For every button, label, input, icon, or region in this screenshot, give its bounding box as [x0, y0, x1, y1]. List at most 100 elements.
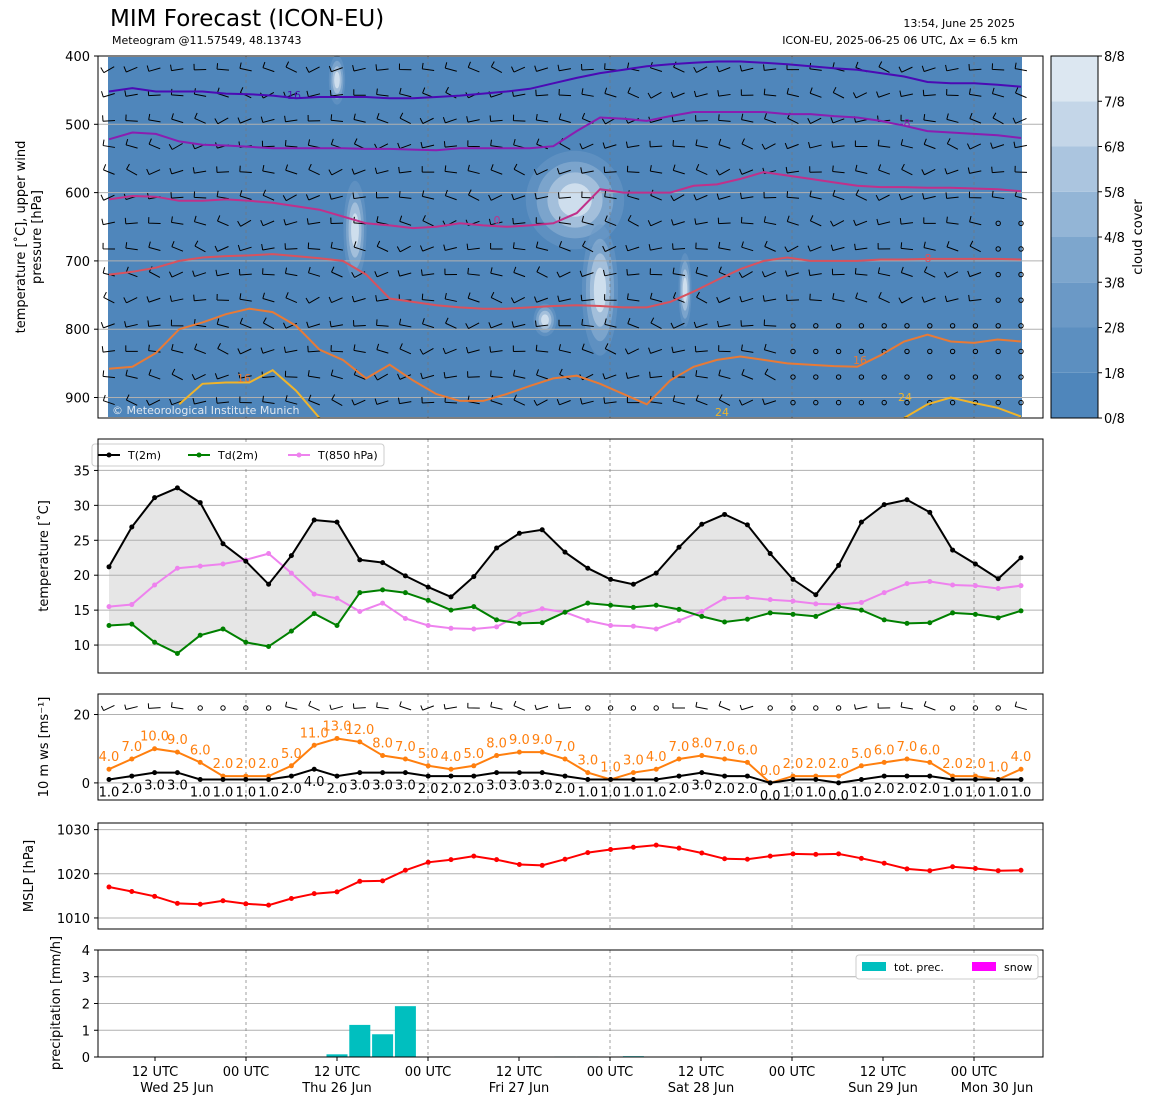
wind-barb	[878, 291, 890, 304]
wind-barb	[444, 62, 457, 72]
wind-barb	[580, 294, 594, 302]
wind-barb	[786, 215, 799, 226]
data-point	[972, 561, 978, 567]
wind-barb	[968, 64, 982, 71]
data-point	[790, 851, 796, 857]
data-point	[972, 611, 978, 617]
wind-barb	[170, 192, 184, 199]
data-point	[334, 735, 340, 741]
wind-barb	[533, 168, 548, 176]
data-point	[425, 859, 431, 865]
data-point	[813, 592, 819, 598]
data-point	[585, 618, 591, 624]
wind-barb	[670, 91, 685, 98]
data-point	[585, 850, 591, 856]
wind-barb	[215, 269, 229, 277]
wind-barb	[146, 399, 161, 406]
wind-barb	[374, 271, 389, 278]
data-point	[813, 601, 819, 607]
wind-barb	[739, 296, 754, 303]
y-tick-label: 4	[82, 944, 90, 959]
wind-barb	[763, 64, 777, 71]
wind-barb	[604, 215, 617, 227]
wind-barb	[308, 394, 320, 406]
wind-barb	[283, 346, 298, 354]
data-label: 1.0	[577, 785, 598, 800]
wind-barb	[376, 88, 389, 97]
data-label: 1.0	[1011, 785, 1032, 800]
data-point	[516, 620, 522, 626]
wind-barb	[627, 87, 640, 99]
wind-barb	[285, 61, 298, 73]
wind-barb	[374, 398, 389, 405]
data-point	[197, 901, 203, 907]
wind-barb	[581, 88, 594, 97]
isotherm-label: 16	[237, 372, 251, 385]
wind-barb	[761, 271, 776, 278]
data-point	[539, 606, 545, 612]
wind-barb	[353, 241, 366, 252]
data-point	[699, 609, 705, 615]
y-tick-label: 15	[73, 604, 90, 619]
x-tick-label: 00 UTC	[769, 1065, 815, 1080]
data-point	[927, 759, 933, 765]
calm-circle	[995, 399, 1001, 406]
wind-barb	[648, 347, 663, 354]
isotherm-label: 8	[925, 252, 932, 265]
wind-barb	[900, 242, 914, 251]
wind-barb	[786, 294, 800, 301]
colorbar-tick-label: 8/8	[1104, 50, 1125, 65]
wind-barb	[376, 343, 389, 354]
data-point	[471, 763, 477, 769]
wind-barb	[877, 703, 891, 709]
calm-circle	[904, 399, 910, 406]
data-point	[744, 773, 750, 779]
y-tick-label: 0	[82, 777, 90, 792]
calm-circle	[949, 705, 956, 711]
wind-barb	[490, 164, 503, 175]
calm-circle	[927, 374, 933, 380]
data-label: 3.0	[691, 779, 712, 794]
wind-barb	[649, 268, 663, 276]
data-point	[767, 551, 773, 557]
wind-barb	[534, 65, 549, 72]
data-label: 3.0	[486, 779, 507, 794]
data-point	[904, 773, 910, 779]
data-point	[174, 770, 180, 776]
y-tick-label: 1	[82, 1024, 90, 1039]
wind-barb	[194, 240, 206, 253]
wind-barb	[513, 369, 526, 379]
data-label: 8.0	[486, 737, 507, 752]
wind-barb	[305, 194, 320, 201]
surface-wind-barbs	[100, 700, 1027, 711]
wind-barb	[421, 62, 435, 71]
wind-barb	[991, 87, 1005, 98]
data-point	[904, 620, 910, 626]
data-point	[516, 770, 522, 776]
wind-barb	[695, 267, 708, 277]
data-point	[471, 626, 477, 632]
data-label: 2.0	[942, 757, 963, 772]
wind-barb	[581, 319, 594, 328]
data-point	[425, 584, 431, 590]
wind-barb	[809, 215, 822, 227]
wind-barb	[855, 292, 868, 303]
wind-barb	[1013, 141, 1027, 149]
calm-circle	[835, 348, 842, 355]
data-label: 1.0	[190, 785, 211, 800]
wind-barb	[102, 370, 116, 379]
data-point	[881, 590, 887, 596]
data-label: 2.0	[714, 782, 735, 797]
data-point	[129, 756, 135, 762]
wind-barb	[969, 215, 982, 226]
wind-barb	[944, 295, 959, 303]
wind-barb	[262, 61, 275, 73]
data-point	[380, 753, 386, 759]
wind-barb	[148, 369, 161, 380]
data-point	[699, 613, 705, 619]
wind-barb	[741, 241, 754, 252]
wind-barb	[284, 370, 298, 378]
wind-barb	[490, 291, 503, 304]
wind-barb	[329, 89, 344, 97]
data-point	[1018, 867, 1024, 873]
